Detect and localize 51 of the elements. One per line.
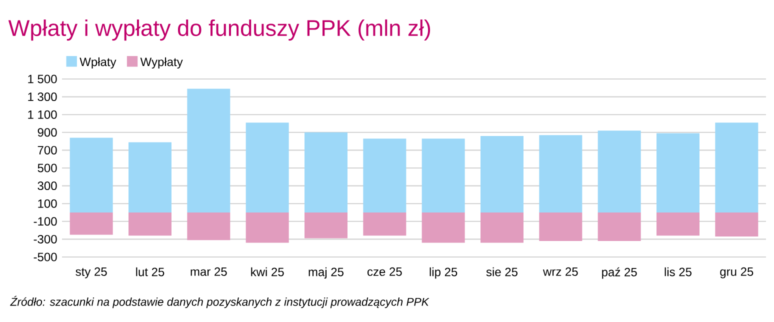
bar [304,212,348,238]
bar [70,138,113,212]
y-tick-label: 500 [38,164,57,172]
x-tick-label: cze 25 [367,267,402,276]
bar [128,212,172,236]
bar [598,130,641,212]
bar [304,132,348,212]
y-tick-label: -300 [34,234,57,244]
bar [363,138,406,212]
bar [656,212,700,236]
y-tick-label: 1 500 [28,74,57,84]
bar [128,142,172,212]
y-tick-label: 900 [38,128,57,137]
x-tick-label: gru 25 [720,267,754,278]
bar [422,212,465,243]
y-tick-label: -500 [34,252,57,262]
bar [715,122,758,212]
bar [246,122,289,212]
bar [246,212,289,243]
bar [480,212,524,243]
bar [539,212,582,241]
y-tick-label: -100 [34,217,57,226]
x-tick-label: lut 25 [136,267,164,276]
bar [656,133,700,212]
x-tick-label: lis 25 [664,267,692,276]
x-tick-label: mar 25 [190,267,227,276]
x-tick-label: wrz 25 [542,267,578,276]
bar [598,212,641,241]
x-tick-label: kwi 25 [251,267,284,276]
bar [539,135,582,212]
legend-label: Wypłaty [140,57,183,69]
y-tick-label: 700 [38,146,57,154]
y-tick-label: 1 300 [28,92,57,102]
x-tick-label: sty 25 [76,267,107,278]
bar [70,212,113,235]
bar [187,212,230,240]
x-tick-label: maj 25 [308,267,344,279]
x-tick-label: lip 25 [430,267,458,279]
bar [187,88,230,212]
y-tick-label: 1 100 [28,110,57,119]
chart-title: Wpłaty i wypłaty do funduszy PPK (mln zł) [8,19,430,41]
y-tick-label: 100 [38,199,57,208]
bar [422,138,465,212]
y-tick-label: 300 [38,182,57,190]
text: Źródło: szacunki na podstawie danych pozyskanych z instytucji prowadzących PPK [10,296,430,308]
bar [363,212,406,236]
x-tick-label: paź 25 [602,267,637,279]
x-tick-label: sie 25 [486,267,518,276]
bar [480,136,524,212]
legend-label: Wpłaty [80,57,116,69]
bar [715,212,758,237]
